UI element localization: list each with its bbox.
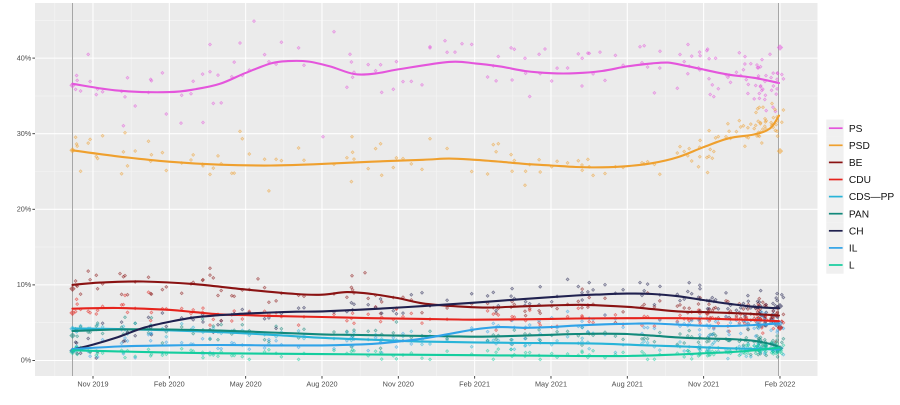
svg-text:PSD: PSD — [849, 141, 870, 152]
svg-text:Aug 2021: Aug 2021 — [612, 379, 643, 388]
svg-text:30%: 30% — [17, 129, 32, 138]
svg-text:40%: 40% — [17, 53, 32, 62]
svg-text:CDU: CDU — [849, 175, 871, 186]
svg-text:20%: 20% — [17, 205, 32, 214]
svg-text:CDS—PP: CDS—PP — [849, 192, 894, 203]
svg-text:Feb 2020: Feb 2020 — [154, 379, 185, 388]
svg-text:IL: IL — [849, 244, 858, 255]
svg-text:Nov 2019: Nov 2019 — [77, 379, 108, 388]
svg-text:May 2021: May 2021 — [535, 379, 567, 388]
svg-text:10%: 10% — [17, 280, 32, 289]
svg-text:Feb 2021: Feb 2021 — [459, 379, 490, 388]
svg-text:PAN: PAN — [849, 209, 869, 220]
svg-text:L: L — [849, 261, 855, 272]
svg-text:Nov 2021: Nov 2021 — [688, 379, 719, 388]
svg-text:BE: BE — [849, 158, 863, 169]
svg-text:0%: 0% — [21, 356, 32, 365]
svg-text:Feb 2022: Feb 2022 — [765, 379, 796, 388]
svg-text:May 2020: May 2020 — [230, 379, 262, 388]
svg-text:Aug 2020: Aug 2020 — [306, 379, 337, 388]
svg-text:Nov 2020: Nov 2020 — [383, 379, 414, 388]
svg-text:CH: CH — [849, 226, 864, 237]
svg-text:PS: PS — [849, 124, 863, 135]
